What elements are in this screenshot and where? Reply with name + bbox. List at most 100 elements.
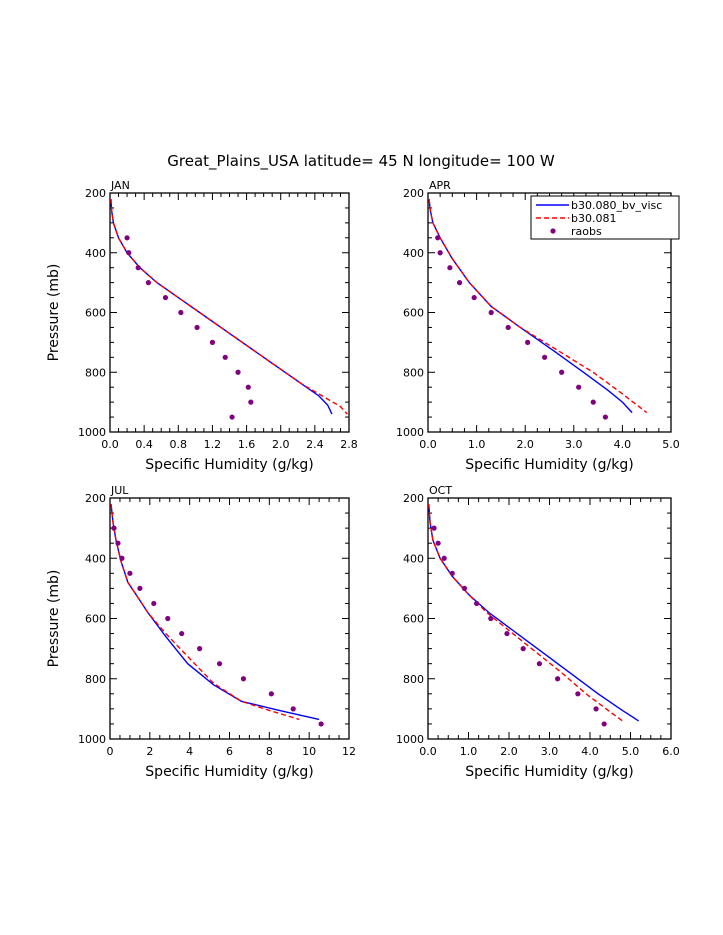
y-tick-label: 600 xyxy=(403,307,424,320)
raobs-point xyxy=(179,630,185,637)
raobs-point xyxy=(520,646,526,652)
raobs-point xyxy=(441,555,447,561)
x-axis-label: Specific Humidity (g/kg) xyxy=(145,764,313,780)
y-tick-label: 800 xyxy=(85,673,106,686)
raobs-point xyxy=(505,324,511,331)
y-axis-label: Pressure (mb) xyxy=(46,264,62,362)
raobs-point xyxy=(318,721,324,727)
panel-jul: JUL 0 2 4 6 8 10 12 200 400 600 800 1000 Specific Hum… xyxy=(46,484,356,780)
x-tick-label: 5.0 xyxy=(662,438,680,451)
x-tick-label: 1.6 xyxy=(238,438,256,451)
raobs-point xyxy=(461,585,468,591)
x-tick-label: 6 xyxy=(226,745,233,758)
raobs-point xyxy=(447,265,453,271)
raobs-point xyxy=(431,525,437,531)
raobs-point xyxy=(555,676,561,682)
raobs-point xyxy=(245,384,251,390)
raobs-point xyxy=(456,280,463,286)
raobs-point xyxy=(471,294,477,301)
x-tick-label: 0.0 xyxy=(419,745,437,758)
raobs-point xyxy=(216,661,223,667)
raobs-point xyxy=(197,646,203,652)
raobs-point xyxy=(593,706,599,712)
x-tick-label: 0.8 xyxy=(170,438,188,451)
panel-label: OCT xyxy=(429,484,452,497)
raobs-point xyxy=(525,339,531,345)
raobs-point xyxy=(222,354,228,360)
x-tick-label: 0.4 xyxy=(135,438,153,451)
y-tick-label: 200 xyxy=(403,492,424,505)
y-tick-label: 1000 xyxy=(78,426,106,439)
x-tick-label: 5.0 xyxy=(622,745,640,758)
x-tick-label: 6.0 xyxy=(662,745,680,758)
raobs-point xyxy=(488,615,494,622)
series-line-b30.081 xyxy=(110,503,300,721)
x-tick-label: 3.0 xyxy=(565,438,583,451)
y-tick-label: 400 xyxy=(403,552,424,565)
raobs-point xyxy=(119,555,125,561)
plot-frame xyxy=(427,497,672,740)
raobs-point xyxy=(248,399,254,405)
panel-apr: APR 0.0 1.0 2.0 3.0 4.0 5.0 200 400 600 800 1000 Spe… xyxy=(396,179,680,473)
raobs-point xyxy=(151,600,157,607)
x-tick-label: 4.0 xyxy=(581,745,599,758)
y-tick-label: 600 xyxy=(85,613,106,626)
panel-label: JUL xyxy=(110,484,129,497)
raobs-point xyxy=(435,540,441,546)
raobs-point xyxy=(559,369,565,375)
raobs-point xyxy=(290,706,296,712)
raobs-point xyxy=(474,600,480,607)
x-tick-label: 0 xyxy=(107,745,114,758)
y-tick-label: 400 xyxy=(85,552,106,565)
y-tick-label: 400 xyxy=(403,247,424,260)
raobs-point xyxy=(449,570,455,576)
y-tick-label: 800 xyxy=(403,366,424,379)
raobs-point xyxy=(601,721,607,727)
raobs-point xyxy=(602,414,608,420)
panel-label: JAN xyxy=(110,179,130,192)
raobs-point xyxy=(145,280,152,286)
x-axis-label: Specific Humidity (g/kg) xyxy=(465,457,633,473)
y-tick-label: 1000 xyxy=(78,733,106,746)
x-tick-label: 8 xyxy=(266,745,273,758)
raobs-point xyxy=(590,399,596,405)
raobs-point xyxy=(115,540,121,546)
y-axis-label: Pressure (mb) xyxy=(46,570,62,668)
x-tick-label: 10 xyxy=(302,745,316,758)
raobs-point xyxy=(576,384,582,390)
series-line-b30.080_bv_visc xyxy=(110,198,333,415)
raobs-point xyxy=(162,294,169,301)
legend-entry-label: b30.080_bv_visc xyxy=(571,199,662,212)
series-line-b30.081 xyxy=(428,198,648,414)
legend-entry-label: b30.081 xyxy=(571,212,616,225)
panel-label: APR xyxy=(429,179,451,192)
y-tick-label: 200 xyxy=(85,187,106,200)
raobs-point xyxy=(209,339,216,345)
plot-frame xyxy=(109,192,350,433)
raobs-point xyxy=(165,615,171,622)
raobs-point xyxy=(542,354,548,360)
y-tick-label: 400 xyxy=(85,247,106,260)
x-tick-label: 1.2 xyxy=(204,438,222,451)
x-tick-label: 4.0 xyxy=(614,438,632,451)
y-tick-label: 600 xyxy=(85,307,106,320)
x-tick-label: 3.0 xyxy=(541,745,559,758)
raobs-point xyxy=(488,309,494,316)
x-tick-label: 0.0 xyxy=(419,438,437,451)
x-tick-label: 2.4 xyxy=(306,438,324,451)
raobs-point xyxy=(178,309,184,316)
figure-title: Great_Plains_USA latitude= 45 N longitud… xyxy=(167,152,555,171)
y-tick-label: 600 xyxy=(403,613,424,626)
raobs-point xyxy=(240,676,247,682)
raobs-point xyxy=(135,265,141,271)
raobs-point xyxy=(536,661,542,667)
series-line-b30.080_bv_visc xyxy=(110,503,320,721)
x-tick-label: 12 xyxy=(342,745,356,758)
legend-entry-label: raobs xyxy=(571,225,602,238)
y-tick-label: 1000 xyxy=(396,426,424,439)
x-axis-label: Specific Humidity (g/kg) xyxy=(145,457,313,473)
legend-marker-raobs xyxy=(550,228,556,234)
x-tick-label: 2 xyxy=(146,745,153,758)
